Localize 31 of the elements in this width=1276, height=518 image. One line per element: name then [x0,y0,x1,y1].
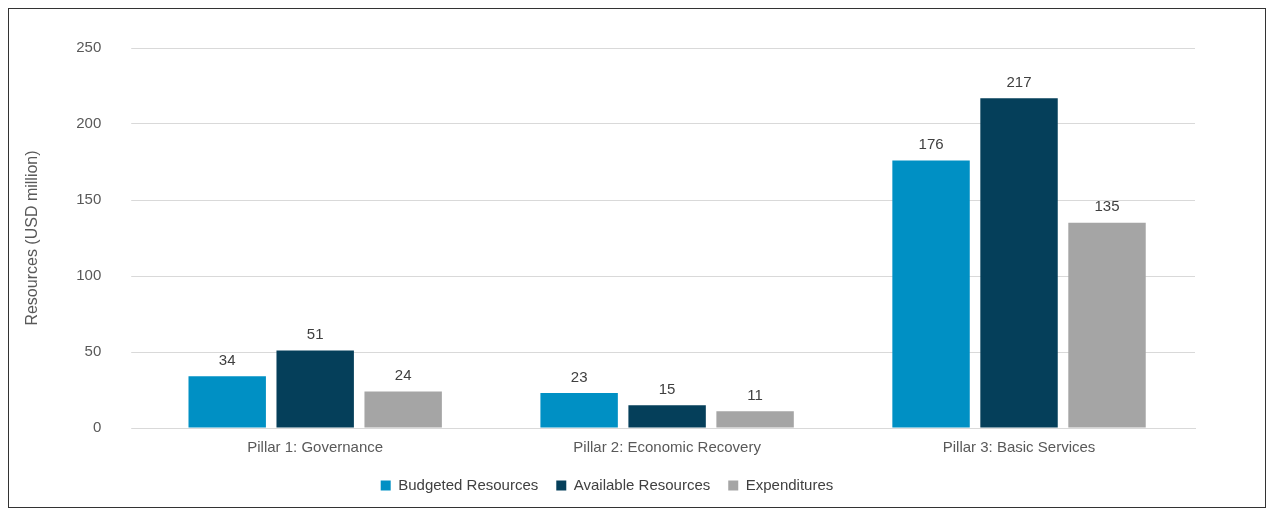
data-label: 34 [218,350,236,368]
bar [364,391,442,428]
y-tick-label: 100 [76,266,102,284]
bar [892,160,970,428]
data-label: 11 [747,385,763,403]
bar [188,376,266,428]
y-tick-label: 0 [92,418,102,436]
y-tick-label: 200 [76,114,102,132]
data-label: 176 [918,135,944,153]
y-axis-title: Resources (USD million) [23,150,41,326]
x-tick-label: Pillar 3: Basic Services [942,438,1096,456]
legend-label: Budgeted Resources [398,475,539,493]
data-label: 24 [394,366,412,384]
data-label: 135 [1094,197,1120,215]
y-tick-label: 50 [84,342,102,360]
data-label: 23 [570,367,588,385]
bar [540,393,618,428]
data-label: 51 [306,325,324,343]
data-label: 217 [1006,72,1032,90]
y-tick-label: 150 [76,190,102,208]
legend-label: Expenditures [745,475,834,493]
bar [628,405,706,428]
bar [276,350,354,428]
data-label: 15 [658,379,676,397]
bar [716,411,794,428]
x-tick-label: Pillar 1: Governance [247,438,384,456]
bar [1068,222,1146,428]
bar [980,98,1058,428]
legend-label: Available Resources [573,475,711,493]
x-tick-label: Pillar 2: Economic Recovery [573,438,762,456]
y-tick-label: 250 [76,38,102,56]
